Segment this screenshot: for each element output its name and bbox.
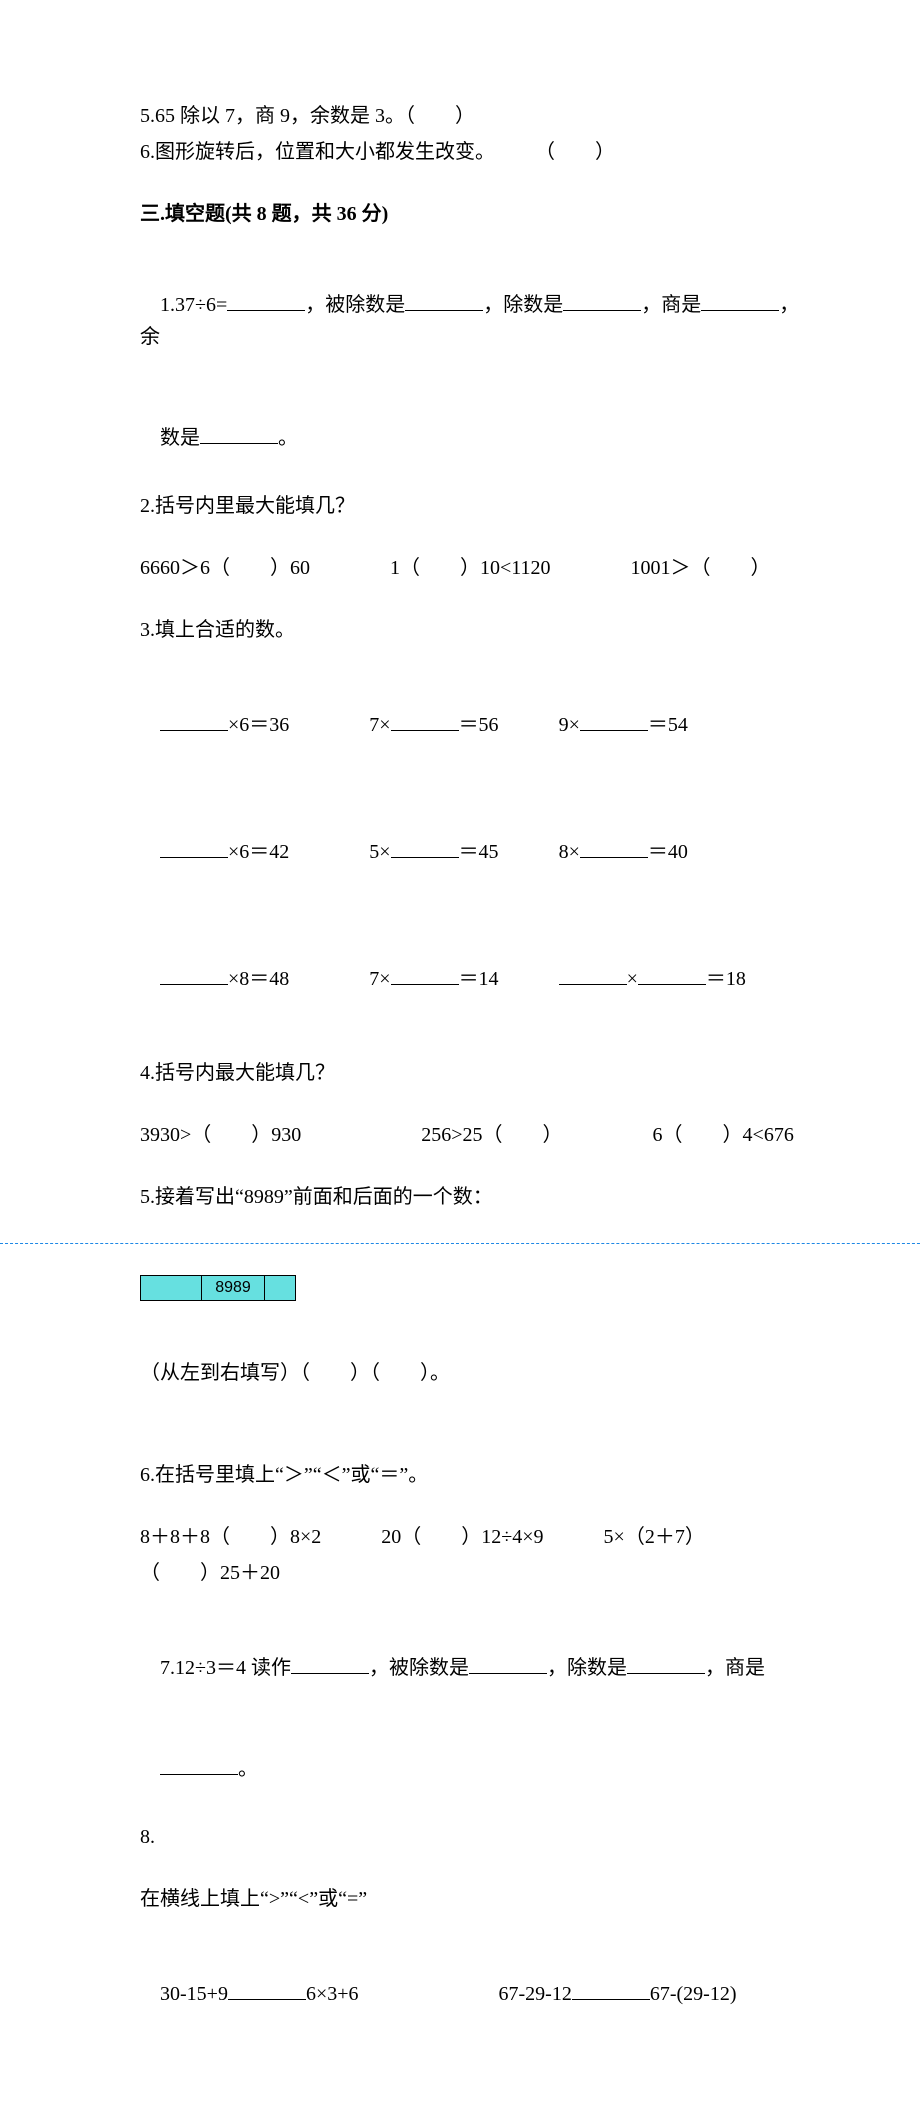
fill-8-intro: 在横线上填上“>”“<”或“=” bbox=[140, 1883, 800, 1915]
text: 30-15+9 bbox=[160, 1983, 228, 2005]
number-box-row: 8989 bbox=[140, 1275, 800, 1301]
blank[interactable] bbox=[391, 835, 459, 858]
blank[interactable] bbox=[701, 288, 779, 311]
text: ×8＝48 bbox=[228, 968, 289, 990]
spacer bbox=[499, 968, 559, 990]
text: ＝18 bbox=[706, 968, 746, 990]
text: 。 bbox=[278, 427, 298, 449]
blank[interactable] bbox=[160, 835, 228, 858]
blank[interactable] bbox=[572, 1977, 650, 2000]
blank[interactable] bbox=[580, 708, 648, 731]
fill-8: 8. bbox=[140, 1821, 800, 1853]
text: 6×3+6 bbox=[306, 1983, 359, 2005]
box-value: 8989 bbox=[201, 1275, 264, 1301]
blank[interactable] bbox=[638, 962, 706, 985]
fill-6-row2: （ ）25＋20 bbox=[140, 1557, 800, 1589]
text: 67-(29-12) bbox=[650, 1983, 737, 2005]
blank[interactable] bbox=[391, 708, 459, 731]
blank[interactable] bbox=[200, 421, 278, 444]
blank[interactable] bbox=[160, 708, 228, 731]
box-blank-right[interactable] bbox=[264, 1275, 296, 1301]
text: 。 bbox=[238, 1758, 258, 1780]
blank[interactable] bbox=[627, 1651, 705, 1674]
text: 7.12÷3＝4 读作 bbox=[160, 1657, 291, 1679]
spacer bbox=[289, 841, 369, 863]
text: ＝40 bbox=[648, 841, 688, 863]
fill-6: 6.在括号里填上“＞”“＜”或“＝”。 bbox=[140, 1459, 800, 1491]
text: ，除数是 bbox=[547, 1657, 627, 1679]
fill-3-row3: ×8＝48 7× ＝14 × ＝18 bbox=[140, 930, 800, 1027]
spacer bbox=[499, 714, 559, 736]
section-3-title: 三.填空题(共 8 题，共 36 分) bbox=[140, 198, 800, 230]
box-blank-left[interactable] bbox=[140, 1275, 201, 1301]
item-6: 6.图形旋转后，位置和大小都发生改变。 （ ） bbox=[140, 136, 800, 168]
blank[interactable] bbox=[469, 1651, 547, 1674]
fill-4: 4.括号内最大能填几？ bbox=[140, 1057, 800, 1089]
text: 1.37÷6= bbox=[160, 294, 227, 316]
fill-5: 5.接着写出“8989”前面和后面的一个数： bbox=[140, 1181, 800, 1213]
blank[interactable] bbox=[580, 835, 648, 858]
text: 7× bbox=[369, 714, 390, 736]
fill-2: 2.括号内里最大能填几？ bbox=[140, 490, 800, 522]
fill-3-row1: ×6＝36 7× ＝56 9× ＝54 bbox=[140, 676, 800, 773]
blank[interactable] bbox=[391, 962, 459, 985]
text: ，商是 bbox=[641, 294, 701, 316]
blank[interactable] bbox=[559, 962, 627, 985]
text: ＝14 bbox=[459, 968, 499, 990]
text: ，除数是 bbox=[483, 294, 563, 316]
text: 9× bbox=[559, 714, 580, 736]
text: × bbox=[627, 968, 638, 990]
blank[interactable] bbox=[563, 288, 641, 311]
fill-3-row2: ×6＝42 5× ＝45 8× ＝40 bbox=[140, 803, 800, 900]
blank[interactable] bbox=[291, 1651, 369, 1674]
fill-7-line2: 。 bbox=[140, 1720, 800, 1817]
blank[interactable] bbox=[405, 288, 483, 311]
spacer bbox=[289, 968, 369, 990]
blank[interactable] bbox=[227, 288, 305, 311]
text: ＝45 bbox=[459, 841, 499, 863]
fill-4-row: 3930>（ ）930 256>25（ ） 6（ ）4<676 bbox=[140, 1119, 800, 1151]
fill-7-line1: 7.12÷3＝4 读作 ，被除数是 ，除数是 ，商是 bbox=[140, 1619, 800, 1716]
text: 5× bbox=[369, 841, 390, 863]
fill-3: 3.填上合适的数。 bbox=[140, 614, 800, 646]
fill-8-row: 30-15+9 6×3+6 67-29-12 67-(29-12) bbox=[140, 1945, 800, 2042]
text: 7× bbox=[369, 968, 390, 990]
text: ＝54 bbox=[648, 714, 688, 736]
fill-2-row: 6660＞6（ ）60 1（ ）10<1120 1001＞（ ） bbox=[140, 552, 800, 584]
text: ＝56 bbox=[459, 714, 499, 736]
dotted-separator bbox=[0, 1243, 920, 1245]
text: 8× bbox=[559, 841, 580, 863]
text: ×6＝36 bbox=[228, 714, 289, 736]
blank[interactable] bbox=[160, 1752, 238, 1775]
spacer bbox=[499, 841, 559, 863]
text: ，被除数是 bbox=[305, 294, 405, 316]
item-5: 5.65 除以 7，商 9，余数是 3。（ ） bbox=[140, 100, 800, 132]
text: ×6＝42 bbox=[228, 841, 289, 863]
spacer bbox=[359, 1983, 499, 2005]
text: ，被除数是 bbox=[369, 1657, 469, 1679]
fill-1-line2: 数是 。 bbox=[140, 389, 800, 486]
fill-5-tail: （从左到右填写）（ ）（ ）。 bbox=[140, 1357, 800, 1389]
fill-1-line1: 1.37÷6=，被除数是，除数是，商是，余 bbox=[140, 256, 800, 385]
text: 数是 bbox=[160, 427, 200, 449]
blank[interactable] bbox=[228, 1977, 306, 2000]
text: 67-29-12 bbox=[499, 1983, 572, 2005]
spacer bbox=[289, 714, 369, 736]
fill-6-row1: 8＋8＋8（ ）8×2 20（ ）12÷4×9 5×（2＋7） bbox=[140, 1521, 800, 1553]
blank[interactable] bbox=[160, 962, 228, 985]
text: ，商是 bbox=[705, 1657, 765, 1679]
